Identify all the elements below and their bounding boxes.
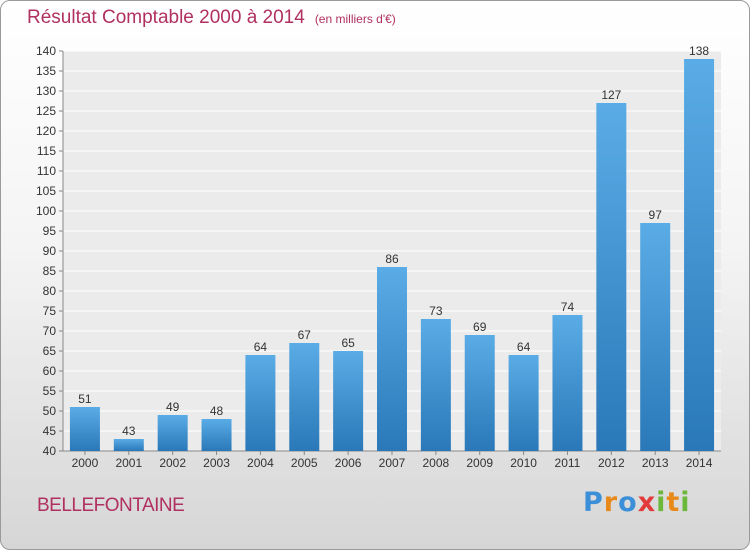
- data-label: 73: [429, 304, 443, 318]
- bar: [157, 415, 188, 451]
- bar: [420, 319, 451, 451]
- data-label: 64: [254, 340, 268, 354]
- data-label: 65: [341, 336, 355, 350]
- bar: [289, 343, 320, 451]
- logo-letter: o: [618, 487, 638, 518]
- y-tick-label: 105: [36, 184, 56, 198]
- bar: [333, 351, 364, 451]
- chart-subtitle: (en milliers d'€): [314, 12, 396, 26]
- bar: [69, 407, 100, 451]
- x-tick-label: 2004: [247, 456, 274, 470]
- data-label: 67: [298, 328, 312, 342]
- data-label: 138: [689, 44, 709, 58]
- logo-letter: r: [603, 487, 619, 518]
- data-label: 49: [166, 400, 180, 414]
- logo-letter: x: [637, 487, 657, 518]
- data-label: 97: [649, 208, 663, 222]
- data-label: 43: [122, 424, 136, 438]
- town-name: BELLEFONTAINE: [37, 495, 185, 516]
- bar: [201, 419, 232, 451]
- x-tick-label: 2007: [379, 456, 406, 470]
- y-tick-label: 130: [36, 84, 56, 98]
- bar: [596, 103, 627, 451]
- x-tick-label: 2008: [423, 456, 450, 470]
- x-tick-label: 2010: [510, 456, 537, 470]
- x-tick-label: 2005: [291, 456, 318, 470]
- bar: [552, 315, 583, 451]
- data-label: 127: [601, 88, 621, 102]
- chart-title-text: Résultat Comptable 2000 à 2014: [27, 7, 305, 28]
- bar: [113, 439, 144, 451]
- y-tick-label: 70: [43, 324, 57, 338]
- proxiti-logo: Proxiti: [583, 487, 691, 518]
- bar: [508, 355, 539, 451]
- y-tick-label: 110: [37, 164, 56, 178]
- y-tick-label: 40: [43, 444, 57, 458]
- y-tick-label: 85: [43, 264, 57, 278]
- y-tick-label: 100: [36, 204, 56, 218]
- x-tick-label: 2009: [466, 456, 493, 470]
- x-tick-label: 2011: [555, 456, 581, 470]
- y-tick-label: 80: [43, 284, 57, 298]
- bar: [640, 223, 671, 451]
- bar: [245, 355, 276, 451]
- x-tick-label: 2006: [335, 456, 362, 470]
- y-tick-label: 125: [36, 104, 56, 118]
- logo-letter: i: [680, 487, 691, 518]
- y-tick-label: 140: [36, 44, 56, 58]
- y-tick-label: 115: [37, 144, 56, 158]
- y-tick-label: 120: [36, 124, 56, 138]
- logo-letter: t: [666, 487, 681, 518]
- data-label: 64: [517, 340, 531, 354]
- x-tick-label: 2000: [72, 456, 99, 470]
- x-tick-label: 2002: [159, 456, 186, 470]
- y-tick-label: 135: [36, 64, 56, 78]
- x-tick-label: 2012: [598, 456, 625, 470]
- logo-letter: P: [583, 487, 604, 518]
- x-tick-label: 2001: [115, 456, 142, 470]
- data-label: 74: [561, 300, 575, 314]
- y-tick-label: 95: [43, 224, 57, 238]
- y-tick-label: 75: [43, 304, 57, 318]
- y-tick-label: 55: [43, 384, 57, 398]
- data-label: 48: [210, 404, 224, 418]
- x-tick-label: 2014: [686, 456, 713, 470]
- data-label: 51: [78, 392, 92, 406]
- x-tick-label: 2013: [642, 456, 669, 470]
- bar: [377, 267, 407, 451]
- y-tick-label: 45: [43, 424, 57, 438]
- logo-letter: i: [656, 487, 667, 518]
- x-tick-label: 2003: [203, 456, 230, 470]
- bar: [684, 59, 715, 451]
- data-label: 69: [473, 320, 487, 334]
- data-label: 86: [385, 252, 399, 266]
- y-tick-label: 65: [43, 344, 57, 358]
- y-tick-label: 90: [43, 244, 57, 258]
- y-tick-label: 60: [43, 364, 57, 378]
- bar: [464, 335, 495, 451]
- y-tick-label: 50: [43, 404, 57, 418]
- chart-title: Résultat Comptable 2000 à 2014 (en millie…: [27, 7, 396, 29]
